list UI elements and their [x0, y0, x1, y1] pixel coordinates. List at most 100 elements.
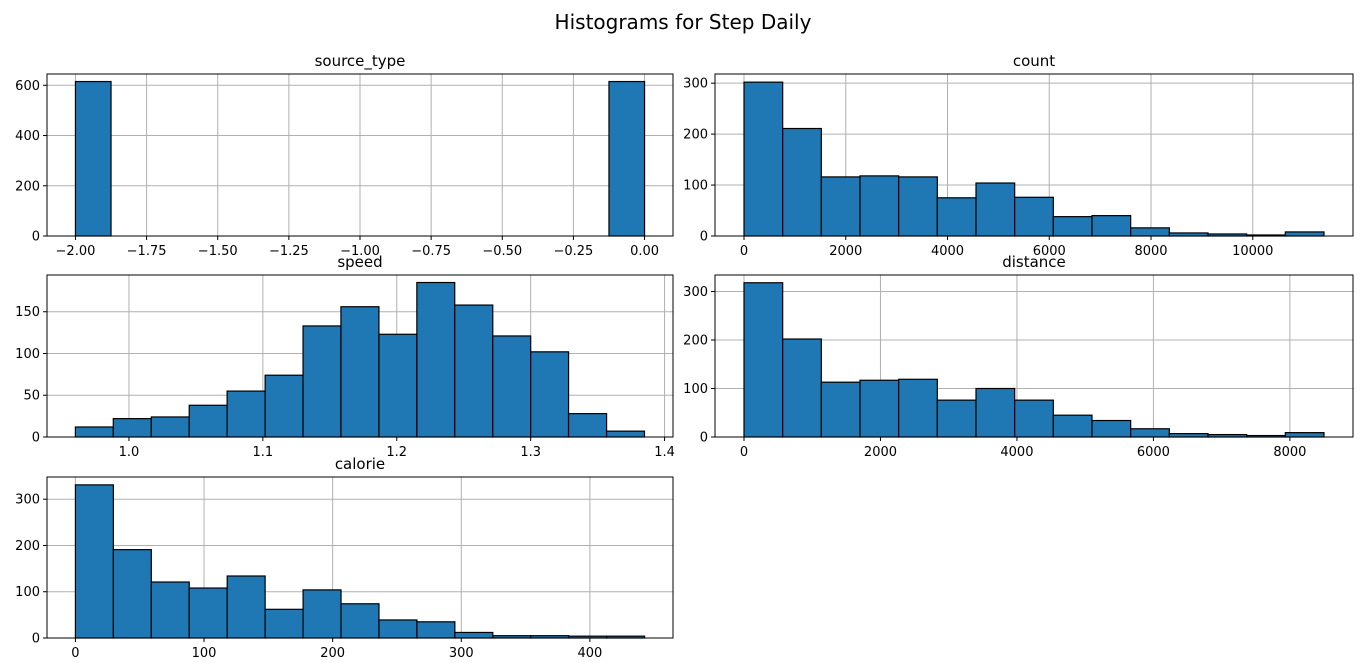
- histogram-bar: [416, 621, 456, 639]
- y-tick-label: 300: [15, 493, 40, 508]
- plot-title: source_type: [315, 52, 406, 71]
- axes-frame: [714, 73, 1354, 237]
- y-tick-label: 0: [32, 431, 40, 446]
- y-tick-label: 200: [683, 128, 708, 143]
- histogram-bar: [340, 603, 380, 639]
- plot-calorie: 0 100 200 300 400 0 100 200 300 calorie: [15, 455, 674, 661]
- histogram-bar: [416, 281, 456, 438]
- x-tick-label: −0.25: [553, 244, 593, 259]
- y-tick-label: 50: [23, 389, 40, 404]
- y-tick-label: 300: [683, 77, 708, 92]
- histogram-bar: [492, 335, 532, 438]
- axes-frame: [46, 274, 674, 438]
- x-tick-label: −1.50: [198, 244, 238, 259]
- histogram-bar: [188, 404, 228, 438]
- x-tick-label: 10000: [1232, 244, 1273, 259]
- histogram-bar: [340, 306, 380, 438]
- histogram-bar: [150, 416, 190, 438]
- histogram-bar: [936, 399, 977, 438]
- histogram-bar: [1014, 196, 1054, 237]
- plot-source-type: −2.00 −1.75 −1.50 −1.25 −1.00 −0.75 −0.50 −0.25…: [15, 52, 674, 259]
- x-tick-label: 0: [71, 646, 79, 661]
- y-tick-label: 100: [683, 179, 708, 194]
- histogram-bar: [1052, 414, 1093, 438]
- histogram-bar: [975, 387, 1016, 438]
- histogram-bar: [605, 430, 646, 438]
- x-tick-label: −2.00: [56, 244, 96, 259]
- y-tick-label: 100: [15, 347, 40, 362]
- histogram-bar: [226, 390, 266, 438]
- y-tick-label: 0: [32, 632, 40, 647]
- x-tick-label: 300: [449, 646, 474, 661]
- x-tick-label: 8000: [1273, 445, 1306, 460]
- figure-title: Histograms for Step Daily: [555, 10, 812, 34]
- plot-title: speed: [337, 253, 382, 271]
- x-tick-label: 2000: [864, 445, 897, 460]
- histogram-bar: [530, 351, 570, 438]
- histogram-bar: [74, 426, 114, 438]
- plot-title: count: [1013, 52, 1055, 70]
- x-tick-label: 200: [320, 646, 345, 661]
- plot-distance: 0 2000 4000 6000 8000 0 100 200 300 distance: [683, 253, 1354, 460]
- plot-speed: 1.0 1.1 1.2 1.3 1.4 0 50 100 150 speed: [15, 253, 675, 460]
- x-tick-label: 2000: [829, 244, 862, 259]
- histogram-bar: [1091, 215, 1132, 237]
- histogram-bar: [74, 484, 114, 639]
- x-tick-label: −0.75: [411, 244, 451, 259]
- x-tick-label: 4000: [1000, 445, 1033, 460]
- x-tick-label: 6000: [1033, 244, 1066, 259]
- histogram-bar: [743, 282, 784, 438]
- x-tick-label: −1.25: [269, 244, 309, 259]
- x-tick-label: 400: [577, 646, 602, 661]
- y-tick-label: 200: [683, 333, 708, 348]
- x-tick-label: −1.00: [340, 244, 380, 259]
- histogram-bar: [74, 80, 112, 237]
- histogram-bar: [820, 381, 861, 438]
- x-tick-label: 1.2: [386, 445, 407, 460]
- histogram-bar: [743, 81, 784, 237]
- x-tick-label: 8000: [1134, 244, 1167, 259]
- histogram-bar: [936, 197, 977, 237]
- x-tick-label: 4000: [931, 244, 964, 259]
- plot-title: distance: [1002, 253, 1066, 271]
- x-tick-label: 0.00: [630, 244, 659, 259]
- histogram-bar: [454, 631, 494, 639]
- y-tick-label: 150: [15, 305, 40, 320]
- x-tick-label: −1.75: [127, 244, 167, 259]
- histogram-bar: [567, 413, 608, 438]
- histogram-bar: [1130, 428, 1170, 438]
- histogram-bar: [378, 333, 418, 438]
- histogram-bar: [302, 325, 342, 438]
- y-tick-label: 0: [32, 230, 40, 245]
- y-tick-label: 0: [700, 431, 708, 446]
- histogram-bar: [898, 176, 938, 237]
- histogram-bar: [608, 80, 646, 237]
- x-tick-label: 1.3: [520, 445, 541, 460]
- histogram-bar: [378, 619, 418, 639]
- histogram-bar: [226, 575, 266, 639]
- histogram-bar: [302, 589, 342, 639]
- plot-count: 0 2000 4000 6000 8000 10000 0 100 200 300 count: [683, 52, 1354, 259]
- histogram-bar: [112, 549, 152, 639]
- x-tick-label: 1.1: [253, 445, 274, 460]
- histogram-bar: [1168, 433, 1209, 438]
- histogram-bar: [1284, 231, 1325, 237]
- y-tick-label: 200: [15, 539, 40, 554]
- histogram-bar: [1014, 399, 1054, 438]
- x-tick-label: 1.4: [654, 445, 675, 460]
- histogram-bar: [820, 176, 861, 237]
- x-tick-label: 0: [740, 244, 748, 259]
- histogram-bar: [1284, 432, 1325, 438]
- axes-frame: [714, 274, 1354, 438]
- histogram-bar: [264, 608, 304, 639]
- y-tick-label: 600: [15, 79, 40, 94]
- histogram-bar: [1091, 419, 1132, 438]
- histogram-bar: [898, 378, 938, 438]
- x-tick-label: 0: [740, 445, 748, 460]
- histogram-bar: [859, 379, 900, 438]
- x-tick-label: 6000: [1137, 445, 1170, 460]
- y-tick-label: 0: [700, 230, 708, 245]
- histogram-bar: [150, 581, 190, 639]
- histogram-bar: [264, 374, 304, 438]
